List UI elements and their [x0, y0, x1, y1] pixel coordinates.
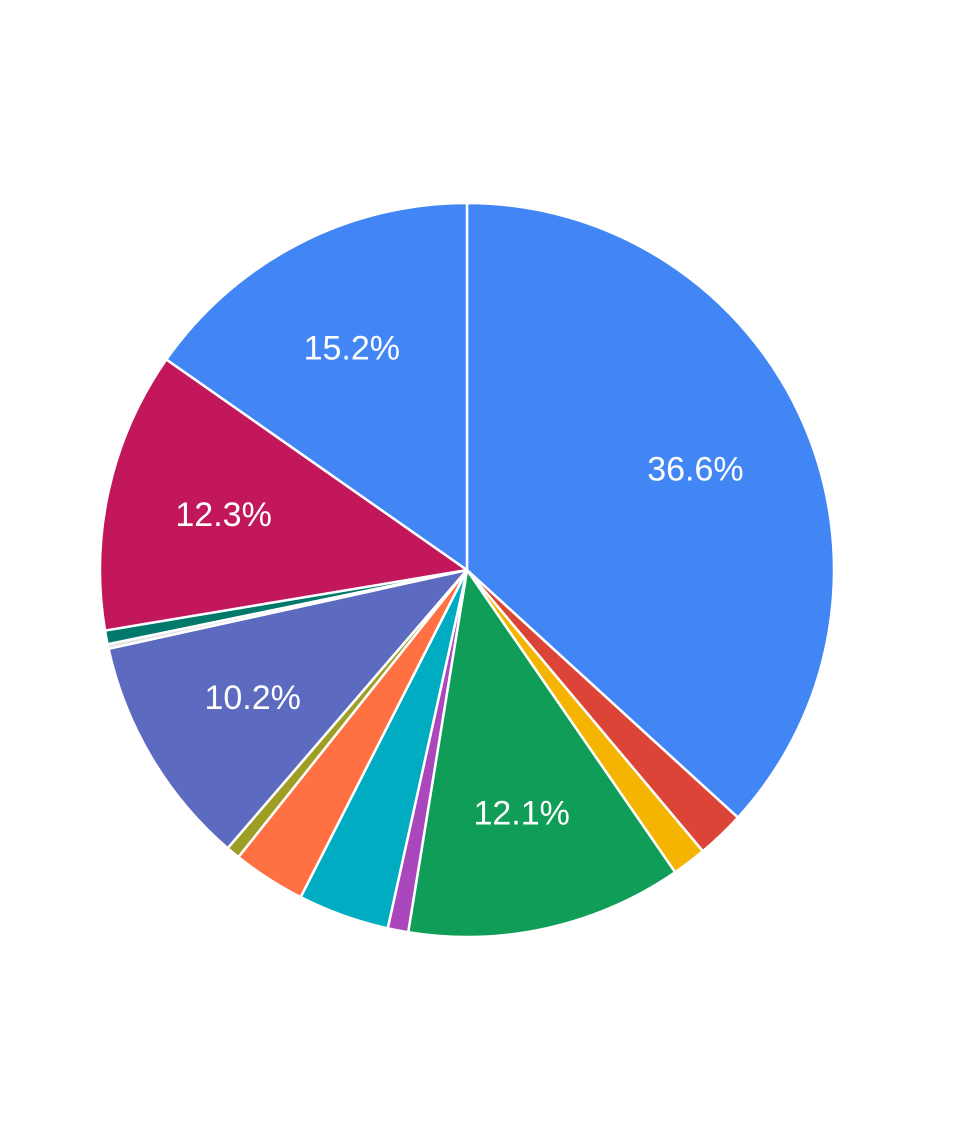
pie-slice-label-8: 10.2% [204, 679, 300, 717]
pie-slice-12 [165, 201, 469, 572]
pie-slice-label-3: 12.1% [473, 795, 569, 833]
pie-slice-label-11: 12.3% [175, 496, 271, 534]
pie-labels: 36.6% 12.1% 10.2% 12.3% 15.2% [175, 330, 743, 833]
pie-slice-label-0: 36.6% [647, 450, 743, 488]
pie-slice-11 [98, 358, 469, 632]
pie-slice-0 [465, 201, 836, 819]
pie-slices [98, 201, 836, 939]
pie-slice-label-12: 15.2% [304, 330, 400, 368]
pie-slice-8 [107, 568, 469, 850]
pie-slice-3 [406, 568, 677, 939]
